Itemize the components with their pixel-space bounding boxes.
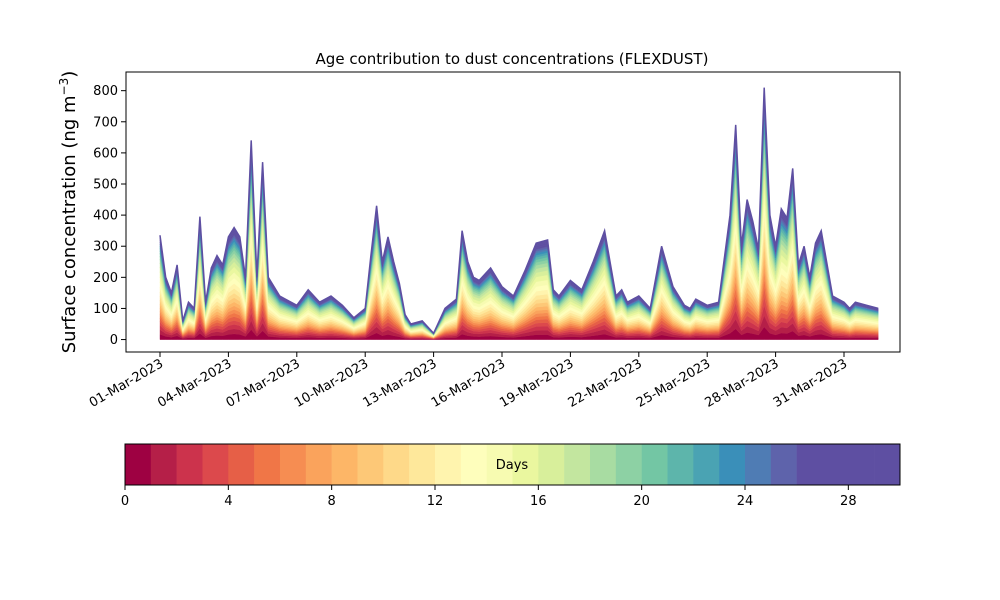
y-tick-label: 400 bbox=[93, 209, 118, 224]
y-tick-label: 800 bbox=[93, 84, 118, 99]
colorbar-frame bbox=[124, 443, 901, 486]
colorbar-cell bbox=[590, 444, 617, 485]
colorbar-tick-label: 4 bbox=[224, 494, 232, 509]
colorbar-cell bbox=[331, 444, 358, 485]
y-tick-label: 300 bbox=[93, 240, 118, 255]
colorbar-tick-label: 8 bbox=[328, 494, 336, 509]
colorbar-ticks: 0 4 8 12 16 20 24 28 bbox=[121, 485, 857, 509]
colorbar-cell bbox=[564, 444, 591, 485]
x-tick-label: 04-Mar-2023 bbox=[155, 356, 234, 410]
x-tick-label: 16-Mar-2023 bbox=[429, 356, 508, 410]
x-tick-label: 01-Mar-2023 bbox=[87, 356, 166, 410]
colorbar-cells bbox=[125, 444, 901, 485]
colorbar-cell bbox=[719, 444, 746, 485]
plot-frame bbox=[125, 71, 901, 353]
colorbar-cell bbox=[254, 444, 281, 485]
plot-area bbox=[125, 71, 901, 353]
x-tick-label: 22-Mar-2023 bbox=[566, 356, 645, 410]
stacked-age-areas bbox=[159, 87, 879, 340]
colorbar-cell bbox=[486, 444, 513, 485]
colorbar-cell bbox=[176, 444, 203, 485]
y-axis-label-close: ) bbox=[59, 71, 80, 78]
colorbar-tick-label: 16 bbox=[530, 494, 547, 509]
total-outline bbox=[159, 87, 879, 335]
colorbar-cell bbox=[874, 444, 901, 485]
colorbar-cell bbox=[693, 444, 720, 485]
colorbar-cell bbox=[770, 444, 797, 485]
colorbar-cell bbox=[796, 444, 823, 485]
colorbar-cell bbox=[848, 444, 875, 485]
colorbar-cell bbox=[822, 444, 849, 485]
colorbar: Days 0 4 8 12 16 20 24 28 bbox=[121, 443, 901, 509]
colorbar-cell bbox=[745, 444, 772, 485]
y-tick-label: 600 bbox=[93, 146, 118, 161]
colorbar-cell bbox=[125, 444, 152, 485]
y-axis-label-superscript: −3 bbox=[57, 78, 71, 96]
x-tick-label: 31-Mar-2023 bbox=[771, 356, 850, 410]
x-tick-label: 28-Mar-2023 bbox=[702, 356, 781, 410]
colorbar-cell bbox=[305, 444, 332, 485]
colorbar-cell bbox=[435, 444, 462, 485]
colorbar-tick-label: 0 bbox=[121, 494, 129, 509]
y-axis-label-main: Surface concentration (ng m bbox=[59, 95, 80, 353]
y-axis-label: Surface concentration (ng m−3) bbox=[57, 71, 80, 354]
colorbar-cell bbox=[202, 444, 229, 485]
chart-title: Age contribution to dust concentrations … bbox=[316, 50, 709, 68]
x-tick-label: 25-Mar-2023 bbox=[634, 356, 713, 410]
colorbar-tick-label: 28 bbox=[840, 494, 857, 509]
colorbar-cell bbox=[409, 444, 436, 485]
colorbar-cell bbox=[538, 444, 565, 485]
colorbar-cell bbox=[460, 444, 487, 485]
y-tick-label: 500 bbox=[93, 178, 118, 193]
y-axis: 0 100 200 300 400 500 600 700 800 bbox=[93, 84, 126, 348]
y-tick-label: 200 bbox=[93, 271, 118, 286]
colorbar-label: Days bbox=[496, 458, 529, 473]
colorbar-cell bbox=[357, 444, 384, 485]
x-tick-label: 10-Mar-2023 bbox=[292, 356, 371, 410]
y-tick-label: 100 bbox=[93, 302, 118, 317]
colorbar-cell bbox=[512, 444, 539, 485]
x-tick-label: 19-Mar-2023 bbox=[497, 356, 576, 410]
colorbar-cell bbox=[150, 444, 177, 485]
x-tick-label: 13-Mar-2023 bbox=[360, 356, 439, 410]
colorbar-tick-label: 20 bbox=[633, 494, 650, 509]
colorbar-tick-label: 24 bbox=[737, 494, 754, 509]
colorbar-cell bbox=[280, 444, 307, 485]
colorbar-cell bbox=[383, 444, 410, 485]
y-tick-label: 700 bbox=[93, 115, 118, 130]
colorbar-cell bbox=[228, 444, 255, 485]
colorbar-tick-label: 12 bbox=[427, 494, 444, 509]
x-tick-label: 07-Mar-2023 bbox=[224, 356, 303, 410]
colorbar-cell bbox=[667, 444, 694, 485]
colorbar-cell bbox=[615, 444, 642, 485]
x-axis: 01-Mar-202304-Mar-202307-Mar-202310-Mar-… bbox=[87, 352, 850, 411]
y-tick-label: 0 bbox=[110, 333, 118, 348]
colorbar-cell bbox=[641, 444, 668, 485]
